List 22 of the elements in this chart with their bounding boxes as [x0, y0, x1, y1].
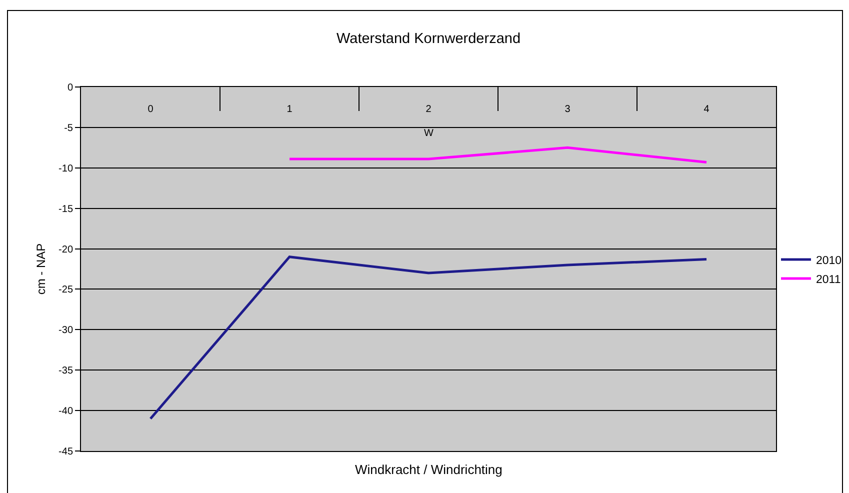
line-series [149, 256, 708, 420]
x-tick-label: 2 [426, 104, 432, 115]
y-tick-label: -10 [58, 163, 74, 174]
y-tick-label: -5 [64, 122, 74, 134]
y-tick-label: 0 [67, 82, 74, 94]
x-tick-label: 3 [564, 104, 571, 115]
legend-label: 2010 [816, 254, 842, 267]
x-tick-label: 0 [148, 104, 154, 115]
y-tick-label: -20 [58, 244, 74, 256]
y-tick-label: -30 [58, 325, 74, 336]
y-tick-label: -40 [58, 406, 74, 418]
legend-label: 2011 [816, 274, 841, 286]
y-tick-label: -15 [58, 204, 74, 215]
x-tick-label: 1 [286, 104, 293, 115]
y-tick-label: -45 [58, 446, 74, 458]
annotation: W [424, 128, 434, 139]
y-tick-label: -25 [58, 284, 74, 296]
y-axis-title: cm - NAP [34, 243, 48, 295]
x-tick-label: 4 [704, 104, 710, 115]
y-tick-label: -35 [58, 366, 74, 377]
x-axis-title: Windkracht / Windrichting [355, 462, 502, 477]
chart-title: Waterstand Kornwerderzand [336, 31, 521, 48]
